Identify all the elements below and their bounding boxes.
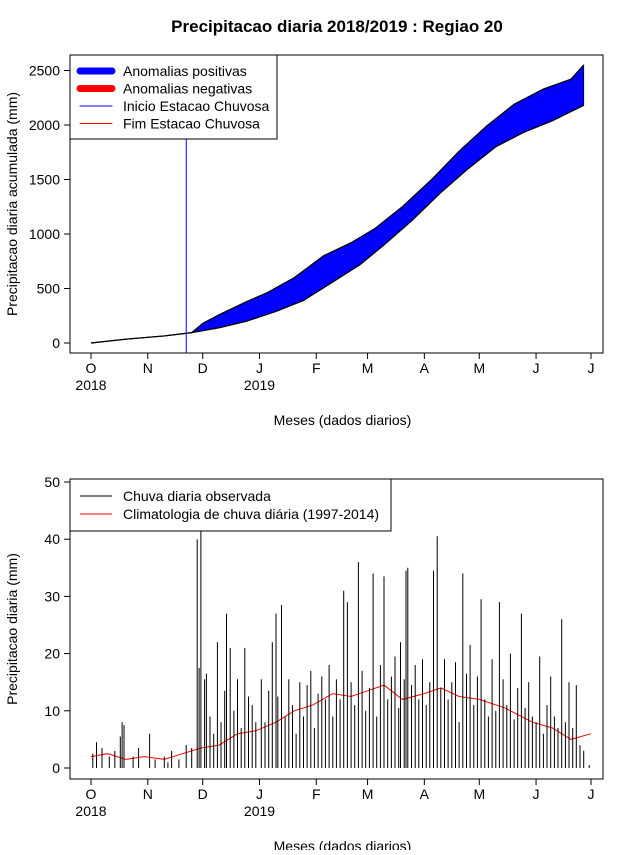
bottom-x-tick-label: J [588, 786, 595, 802]
top-y-axis-label: Precipitacao diaria acumulada (mm) [4, 92, 20, 316]
climatology-cumulative-line [90, 104, 584, 344]
top-x-tick-label: A [420, 360, 430, 376]
chart-title: Precipitacao diaria 2018/2019 : Regiao 2… [171, 17, 503, 36]
top-x-tick-label: M [362, 360, 374, 376]
top-y-tick-label: 0 [52, 335, 60, 351]
top-x-tick-label: J [256, 360, 263, 376]
top-legend: Anomalias positivas Anomalias negativasIn… [69, 54, 278, 140]
top-y-tick-label: 2500 [29, 63, 60, 79]
top-y-tick-label: 1500 [29, 172, 60, 188]
top-x-tick-label: M [473, 360, 485, 376]
bottom-y-tick-label: 10 [44, 703, 60, 719]
bottom-year-label: 2019 [244, 803, 275, 819]
bottom-y-tick-label: 20 [44, 646, 60, 662]
bottom-x-tick-label: D [198, 786, 208, 802]
bottom-x-tick-label: F [312, 786, 321, 802]
climatology-daily-line [90, 684, 592, 760]
bottom-legend-box [69, 478, 392, 532]
bottom-y-tick-label: 30 [44, 588, 60, 604]
top-year-label: 2018 [75, 377, 106, 393]
top-x-tick-label: F [312, 360, 321, 376]
top-x-tick-label: J [588, 360, 595, 376]
bottom-year-label: 2018 [75, 803, 106, 819]
top-y-tick-label: 500 [37, 281, 61, 297]
top-y-tick-label: 2000 [29, 117, 60, 133]
bottom-legend: Chuva diaria observada Climatologia de ch… [69, 478, 392, 532]
bottom-x-axis-label: Meses (dados diarios) [274, 838, 412, 850]
bottom-x-tick-label: J [256, 786, 263, 802]
bottom-y-tick-label: 40 [44, 531, 60, 547]
bottom-legend-entry: Chuva diaria observada [123, 488, 271, 504]
top-plot-frame [69, 54, 604, 354]
top-x-axis-label: Meses (dados diarios) [274, 412, 412, 428]
bottom-x-tick-label: O [86, 786, 97, 802]
bottom-legend-entry: Climatologia de chuva diária (1997-2014) [123, 506, 379, 522]
bottom-x-tick-label: A [420, 786, 430, 802]
top-legend-entry: Anomalias negativas [123, 81, 252, 97]
top-legend-entry: Inicio Estacao Chuvosa [123, 98, 270, 114]
bottom-y-axis-label: Precipitacao diaria (mm) [4, 553, 20, 705]
top-x-tick-label: O [86, 360, 97, 376]
cumulative-panel: 0 500 1000 1500 2000 2500 O N D J F M A M J J 2018 2019 Me… [4, 54, 604, 428]
bottom-x-tick-label: M [473, 786, 485, 802]
observed-cumulative-line [90, 64, 585, 344]
top-x-tick-label: N [143, 360, 153, 376]
bottom-x-tick-label: M [362, 786, 374, 802]
bottom-y-tick-label: 50 [44, 474, 60, 490]
top-y-tick-label: 1000 [29, 226, 60, 242]
daily-panel: 0 10 20 30 40 50 O N D J F M A M J J 2018 2019 Meses (dado… [4, 474, 604, 854]
top-x-tick-label: J [533, 360, 540, 376]
top-x-tick-label: D [198, 360, 208, 376]
bottom-x-tick-label: J [533, 786, 540, 802]
top-legend-entry: Fim Estacao Chuvosa [123, 116, 260, 132]
bottom-y-tick-label: 0 [52, 760, 60, 776]
top-year-label: 2019 [244, 377, 275, 393]
bottom-x-tick-label: N [143, 786, 153, 802]
top-legend-entry: Anomalias positivas [123, 63, 247, 79]
